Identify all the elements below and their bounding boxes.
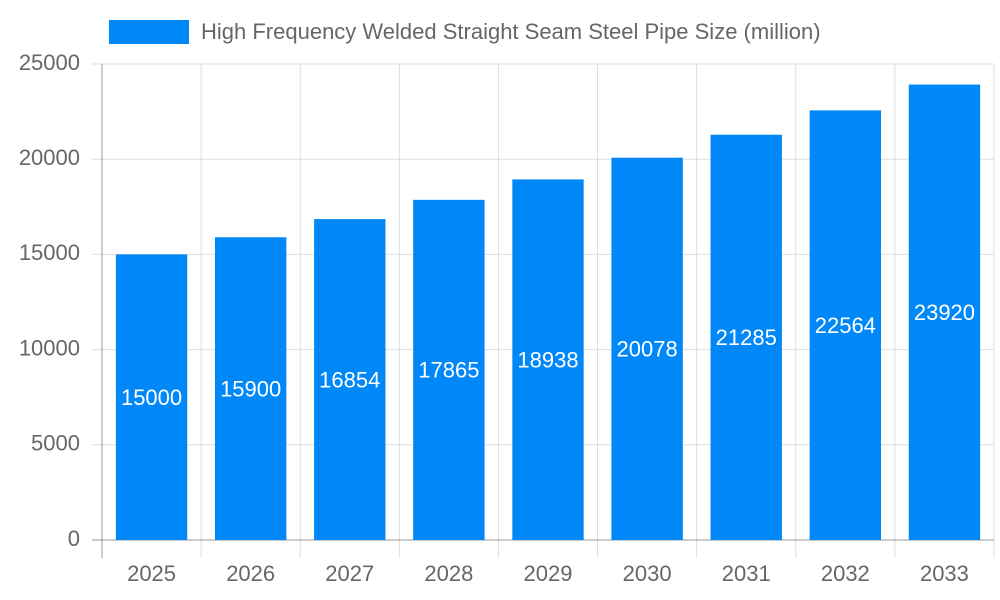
legend-label: High Frequency Welded Straight Seam Stee… [201,19,821,44]
data-label: 20078 [617,337,678,362]
bar [413,199,485,540]
data-label: 18938 [517,348,578,373]
x-tick-label: 2033 [920,561,969,586]
x-tick-label: 2025 [127,561,176,586]
x-tick-label: 2029 [524,561,573,586]
x-tick-label: 2031 [722,561,771,586]
bar [710,134,782,541]
bar [809,110,882,540]
y-tick-label: 0 [68,526,80,551]
x-tick-label: 2028 [424,561,473,586]
data-label: 21285 [716,325,777,350]
bar [611,157,683,540]
y-tick-label: 25000 [19,50,80,75]
data-label: 16854 [319,367,380,392]
x-tick-label: 2030 [623,561,672,586]
bar [908,84,981,540]
data-label: 17865 [418,358,479,383]
bar [115,254,188,540]
x-tick-label: 2026 [226,561,275,586]
y-tick-label: 20000 [19,145,80,170]
bar [314,219,386,540]
y-tick-label: 15000 [19,240,80,265]
y-tick-label: 5000 [31,431,80,456]
x-tick-label: 2032 [821,561,870,586]
bar [512,179,584,541]
data-label: 22564 [815,313,876,338]
x-tick-label: 2027 [325,561,374,586]
legend-swatch [109,20,189,44]
data-label: 15000 [121,385,182,410]
y-tick-label: 10000 [19,335,80,360]
bar [214,237,287,540]
data-label: 15900 [220,376,281,401]
data-label: 23920 [914,300,975,325]
